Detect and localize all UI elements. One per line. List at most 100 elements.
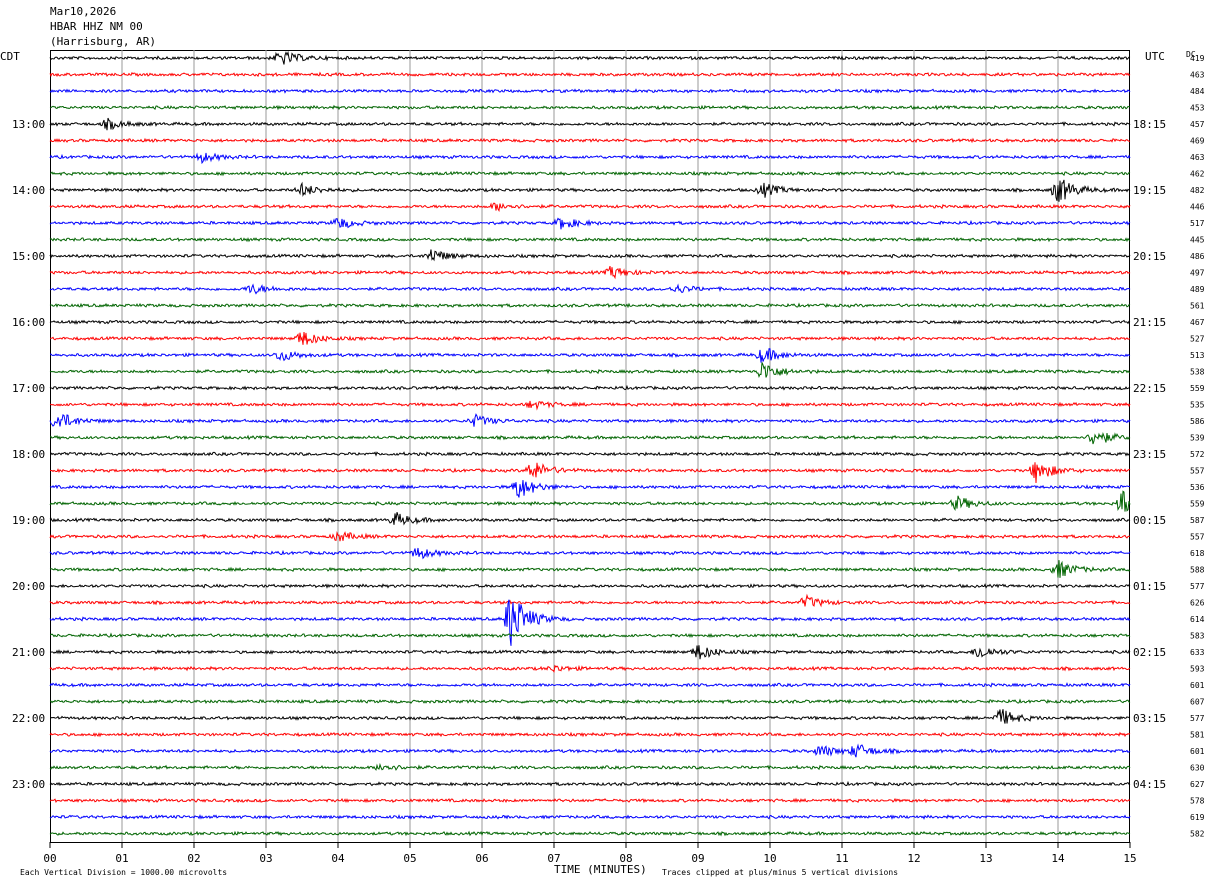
dc-value: 586 (1190, 417, 1205, 426)
dc-value: 619 (1190, 813, 1205, 822)
seismic-trace (49, 462, 1131, 484)
seismic-trace (49, 236, 1131, 243)
plot-frame (50, 50, 1130, 843)
header-date: Mar10,2026 (50, 5, 117, 18)
seismic-trace (49, 682, 1131, 688)
seismic-trace (49, 152, 1131, 165)
seismic-trace (49, 814, 1131, 820)
x-axis-title: TIME (MINUTES) (554, 863, 647, 876)
seismic-trace (49, 698, 1131, 705)
dc-value: 578 (1190, 797, 1205, 806)
seismic-trace (49, 762, 1131, 771)
x-tick-label: 10 (763, 852, 776, 865)
seismic-trace (49, 731, 1131, 738)
seismic-trace (49, 362, 1131, 378)
seismic-trace (50, 170, 1131, 177)
seismic-trace (49, 249, 1131, 262)
seismic-trace (49, 265, 1131, 280)
dc-value: 587 (1190, 516, 1205, 525)
seismic-trace (49, 512, 1131, 526)
footer-left-note: Each Vertical Division = 1000.00 microvo… (20, 868, 227, 877)
seismic-trace (49, 560, 1131, 578)
seismic-trace (49, 431, 1131, 445)
x-tick-label: 03 (259, 852, 272, 865)
dc-label: DC (1186, 50, 1196, 59)
dc-value: 557 (1190, 467, 1205, 476)
label-group: 00 01 02 03 04 05 06 07 08 09 10 11 12 13 14 15 419 463 48… (12, 54, 1205, 865)
dc-value: 630 (1190, 764, 1205, 773)
dc-value: 538 (1190, 368, 1205, 377)
seismic-trace (49, 780, 1131, 787)
x-tick-label: 07 (547, 852, 560, 865)
dc-value: 618 (1190, 549, 1205, 558)
dc-value: 457 (1190, 120, 1205, 129)
right-hour-label: 19:15 (1133, 184, 1166, 197)
left-hour-label: 21:00 (12, 646, 45, 659)
left-hour-label: 16:00 (12, 316, 45, 329)
x-tick-label: 13 (979, 852, 992, 865)
seismic-trace (49, 104, 1131, 111)
seismic-trace (49, 384, 1131, 391)
dc-value: 497 (1190, 269, 1205, 278)
seismic-trace (49, 599, 1131, 646)
seismic-trace (49, 137, 1131, 144)
dc-value: 577 (1190, 582, 1205, 591)
left-hour-label: 17:00 (12, 382, 45, 395)
left-hour-label: 22:00 (12, 712, 45, 725)
dc-value: 627 (1190, 780, 1205, 789)
dc-value: 463 (1190, 153, 1205, 162)
seismic-trace (49, 530, 1130, 542)
seismic-trace (49, 480, 1131, 498)
dc-value: 633 (1190, 648, 1205, 657)
seismic-trace (49, 50, 1131, 65)
dc-value: 486 (1190, 252, 1205, 261)
dc-value: 581 (1190, 731, 1205, 740)
seismic-trace (50, 332, 1131, 345)
seismic-trace (49, 217, 1131, 230)
seismic-trace (49, 117, 1131, 131)
dc-value: 469 (1190, 137, 1205, 146)
seismic-trace (49, 632, 1131, 639)
seismic-trace (49, 283, 1131, 295)
seismic-trace (49, 400, 1131, 411)
seismic-trace (50, 451, 1131, 457)
dc-value: 517 (1190, 219, 1205, 228)
right-timezone-label: UTC (1145, 50, 1165, 63)
left-timezone-label: CDT (0, 50, 20, 63)
right-hour-label: 22:15 (1133, 382, 1166, 395)
dc-value: 583 (1190, 632, 1205, 641)
seismic-trace (49, 490, 1131, 512)
x-tick-label: 02 (187, 852, 200, 865)
seismic-trace (49, 709, 1131, 724)
dc-value: 467 (1190, 318, 1205, 327)
footer-right-note: Traces clipped at plus/minus 5 vertical … (662, 868, 898, 877)
header-location: (Harrisburg, AR) (50, 35, 156, 48)
dc-value: 536 (1190, 483, 1205, 492)
dc-value: 527 (1190, 335, 1205, 344)
x-tick-label: 08 (619, 852, 632, 865)
dc-value: 601 (1190, 747, 1205, 756)
right-hour-label: 23:15 (1133, 448, 1166, 461)
dc-value: 484 (1190, 87, 1205, 96)
dc-value: 446 (1190, 203, 1205, 212)
dc-value: 561 (1190, 302, 1205, 311)
dc-value: 489 (1190, 285, 1205, 294)
dc-value: 559 (1190, 384, 1205, 393)
right-hour-label: 03:15 (1133, 712, 1166, 725)
dc-value: 607 (1190, 698, 1205, 707)
dc-value: 463 (1190, 71, 1205, 80)
dc-value: 557 (1190, 533, 1205, 542)
dc-value: 539 (1190, 434, 1205, 443)
dc-value: 588 (1190, 566, 1205, 575)
x-tick-label: 06 (475, 852, 488, 865)
dc-value: 582 (1190, 830, 1205, 839)
seismic-trace (49, 88, 1131, 94)
left-hour-label: 23:00 (12, 778, 45, 791)
header-station: HBAR HHZ NM 00 (50, 20, 143, 33)
left-hour-label: 18:00 (12, 448, 45, 461)
seismic-trace (49, 348, 1131, 363)
dc-value: 419 (1190, 54, 1205, 63)
seismic-trace (49, 547, 1131, 560)
seismic-trace (49, 302, 1131, 309)
